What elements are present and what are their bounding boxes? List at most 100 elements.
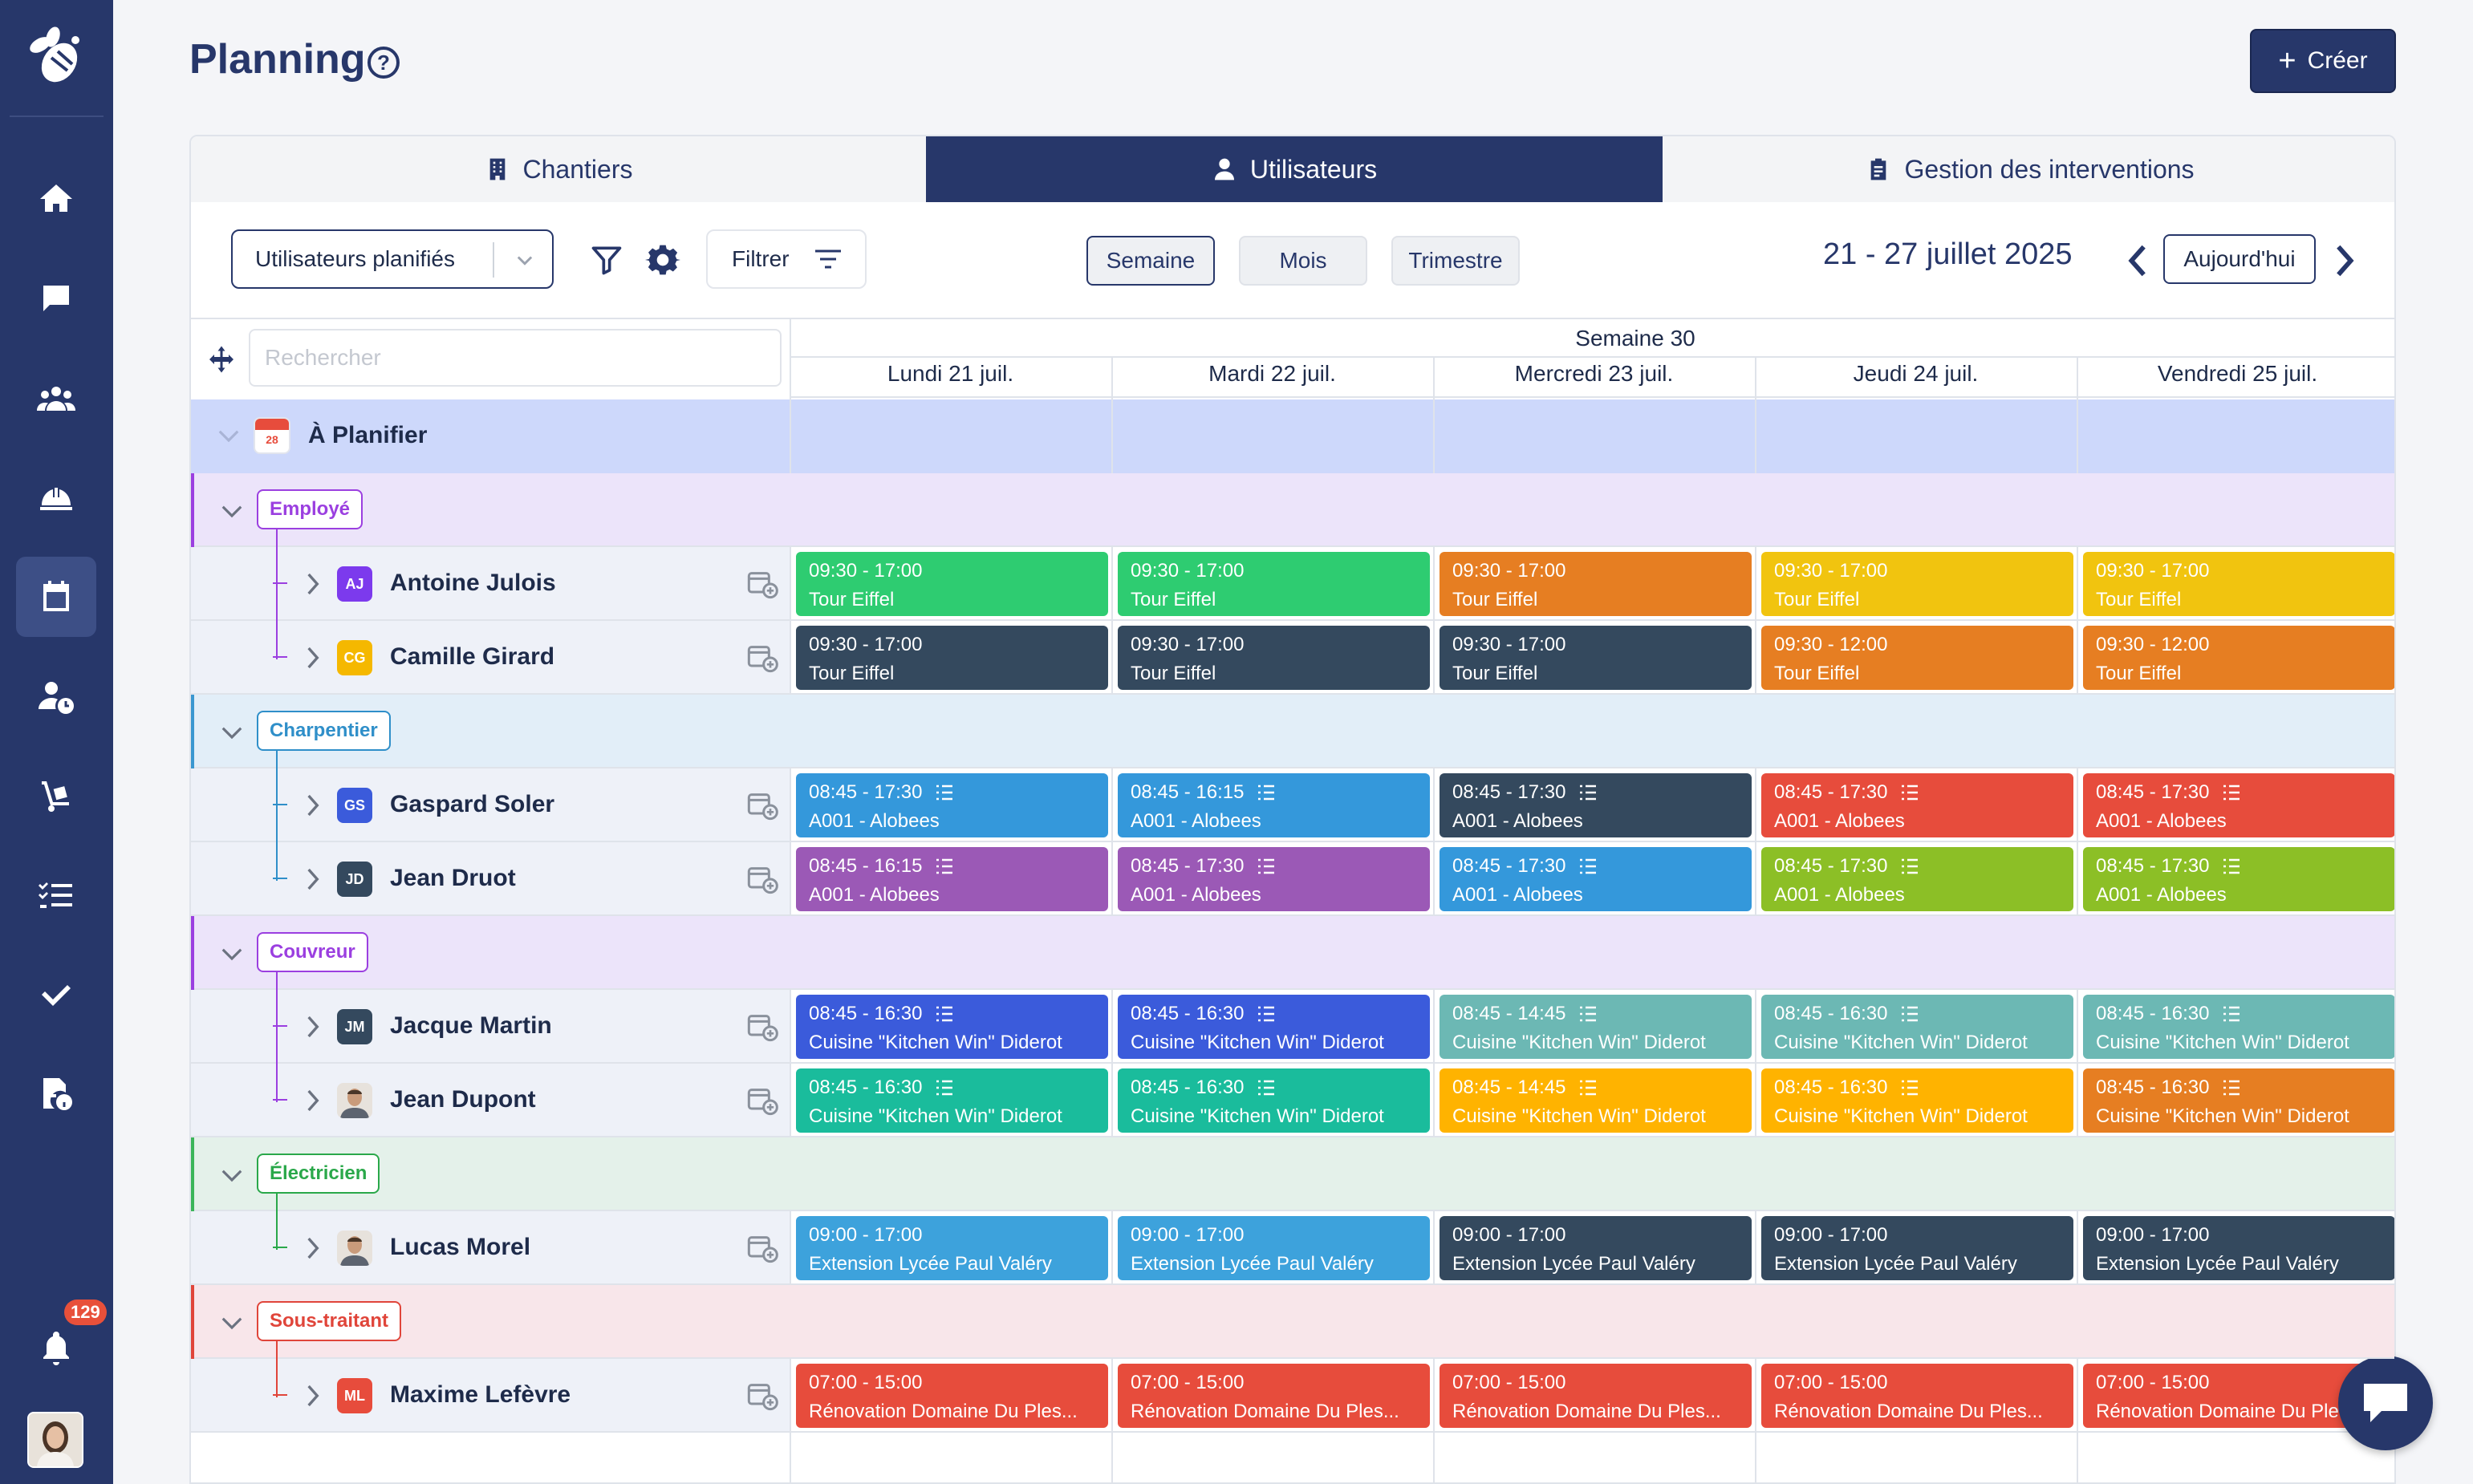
person-name[interactable]: Antoine Julois: [390, 570, 556, 596]
add-event-icon[interactable]: [746, 642, 778, 674]
planning-event[interactable]: 08:45 - 16:30 Cuisine "Kitchen Win" Dider…: [796, 995, 1108, 1059]
planning-event[interactable]: 09:00 - 17:00 Extension Lycée Paul Valéry: [1440, 1216, 1752, 1280]
planning-event[interactable]: 09:30 - 17:00 Tour Eiffel: [1118, 626, 1430, 690]
planning-event[interactable]: 09:30 - 12:00 Tour Eiffel: [1761, 626, 2073, 690]
planning-event[interactable]: 09:30 - 12:00 Tour Eiffel: [2083, 626, 2394, 690]
planning-event[interactable]: 08:45 - 16:30 Cuisine "Kitchen Win" Dider…: [2083, 995, 2394, 1059]
chevron-right-icon[interactable]: [303, 866, 323, 892]
nav-notifications[interactable]: [16, 1308, 96, 1388]
planning-event[interactable]: 08:45 - 16:30 Cuisine "Kitchen Win" Dider…: [1118, 995, 1430, 1059]
chevron-down-icon[interactable]: [217, 427, 241, 446]
planning-event[interactable]: 09:30 - 17:00 Tour Eiffel: [1440, 552, 1752, 616]
planning-event[interactable]: 09:00 - 17:00 Extension Lycée Paul Valéry: [2083, 1216, 2394, 1280]
chevron-right-icon[interactable]: [303, 1383, 323, 1409]
person-name[interactable]: Maxime Lefèvre: [390, 1381, 571, 1408]
planning-event[interactable]: 09:30 - 17:00 Tour Eiffel: [796, 626, 1108, 690]
planning-event[interactable]: 09:30 - 17:00 Tour Eiffel: [1440, 626, 1752, 690]
planning-event[interactable]: 09:30 - 17:00 Tour Eiffel: [1118, 552, 1430, 616]
tab-chantiers[interactable]: Chantiers: [191, 136, 926, 202]
planning-event[interactable]: 09:00 - 17:00 Extension Lycée Paul Valéry: [796, 1216, 1108, 1280]
filter-button[interactable]: Filtrer: [706, 229, 867, 289]
planning-event[interactable]: 08:45 - 17:30 A001 - Alobees: [2083, 773, 2394, 837]
chevron-right-icon[interactable]: [303, 571, 323, 597]
view-mois-button[interactable]: Mois: [1239, 236, 1367, 286]
app-logo-icon[interactable]: [22, 24, 90, 91]
chevron-down-icon[interactable]: [220, 1166, 244, 1186]
planning-event[interactable]: 07:00 - 15:00 Rénovation Domaine Du Ples.…: [1440, 1364, 1752, 1428]
planning-event[interactable]: 08:45 - 17:30 A001 - Alobees: [2083, 847, 2394, 911]
nav-planning[interactable]: [16, 557, 96, 637]
planning-event[interactable]: 08:45 - 16:30 Cuisine "Kitchen Win" Dider…: [1118, 1068, 1430, 1133]
nav-reports[interactable]: [16, 1054, 96, 1134]
add-event-icon[interactable]: [746, 1085, 778, 1117]
chevron-right-icon[interactable]: [303, 1235, 323, 1261]
view-trimestre-button[interactable]: Trimestre: [1391, 236, 1520, 286]
planning-event[interactable]: 08:45 - 14:45 Cuisine "Kitchen Win" Dider…: [1440, 1068, 1752, 1133]
nav-user-time[interactable]: [16, 656, 96, 736]
person-name[interactable]: Jean Dupont: [390, 1086, 536, 1113]
planning-event[interactable]: 09:30 - 17:00 Tour Eiffel: [2083, 552, 2394, 616]
user-avatar[interactable]: [27, 1412, 83, 1468]
planning-event[interactable]: 09:00 - 17:00 Extension Lycée Paul Valéry: [1761, 1216, 2073, 1280]
nav-team[interactable]: [16, 358, 96, 438]
nav-worksites[interactable]: [16, 457, 96, 537]
chevron-left-icon[interactable]: [2122, 241, 2154, 281]
tab-utilisateurs[interactable]: Utilisateurs: [926, 136, 1663, 202]
planning-event[interactable]: 08:45 - 14:45 Cuisine "Kitchen Win" Dider…: [1440, 995, 1752, 1059]
planning-event[interactable]: 08:45 - 17:30 A001 - Alobees: [1440, 773, 1752, 837]
chevron-right-icon[interactable]: [303, 1088, 323, 1113]
planning-event[interactable]: 08:45 - 16:30 Cuisine "Kitchen Win" Dider…: [1761, 995, 2073, 1059]
add-event-icon[interactable]: [746, 1380, 778, 1412]
create-button[interactable]: + Créer: [2250, 29, 2396, 93]
person-name[interactable]: Gaspard Soler: [390, 791, 555, 817]
today-button[interactable]: Aujourd'hui: [2163, 234, 2316, 284]
help-icon[interactable]: ?: [367, 47, 400, 79]
nav-messages[interactable]: [16, 258, 96, 339]
planning-event[interactable]: 08:45 - 17:30 A001 - Alobees: [1118, 847, 1430, 911]
chevron-down-icon[interactable]: [220, 502, 244, 521]
add-event-icon[interactable]: [746, 568, 778, 600]
nav-validation[interactable]: [16, 955, 96, 1035]
person-name[interactable]: Camille Girard: [390, 643, 555, 670]
chevron-down-icon[interactable]: [220, 1314, 244, 1333]
add-event-icon[interactable]: [746, 1232, 778, 1264]
funnel-icon[interactable]: [589, 242, 624, 278]
planning-event[interactable]: 08:45 - 16:30 Cuisine "Kitchen Win" Dider…: [796, 1068, 1108, 1133]
nav-home[interactable]: [16, 159, 96, 239]
person-name[interactable]: Jean Druot: [390, 865, 516, 891]
person-name[interactable]: Jacque Martin: [390, 1012, 552, 1039]
users-filter-select[interactable]: Utilisateurs planifiés: [231, 229, 554, 289]
gear-icon[interactable]: [645, 242, 680, 278]
search-input[interactable]: [249, 329, 782, 387]
planning-event[interactable]: 09:30 - 17:00 Tour Eiffel: [1761, 552, 2073, 616]
add-event-icon[interactable]: [746, 789, 778, 821]
chat-support-button[interactable]: [2338, 1356, 2433, 1450]
planning-event[interactable]: 07:00 - 15:00 Rénovation Domaine Du Ples.…: [1761, 1364, 2073, 1428]
chevron-right-icon[interactable]: [2329, 241, 2361, 281]
planning-event[interactable]: 08:45 - 16:15 A001 - Alobees: [796, 847, 1108, 911]
planning-event[interactable]: 08:45 - 16:30 Cuisine "Kitchen Win" Dider…: [1761, 1068, 2073, 1133]
chevron-right-icon[interactable]: [303, 793, 323, 818]
chevron-right-icon[interactable]: [303, 645, 323, 671]
planning-event[interactable]: 08:45 - 17:30 A001 - Alobees: [1440, 847, 1752, 911]
view-semaine-button[interactable]: Semaine: [1086, 236, 1215, 286]
planning-event[interactable]: 08:45 - 16:15 A001 - Alobees: [1118, 773, 1430, 837]
chevron-down-icon[interactable]: [220, 724, 244, 743]
planning-event[interactable]: 08:45 - 17:30 A001 - Alobees: [1761, 773, 2073, 837]
planning-event[interactable]: 07:00 - 15:00 Rénovation Domaine Du Ples.…: [796, 1364, 1108, 1428]
add-event-icon[interactable]: [746, 863, 778, 895]
planning-event[interactable]: 08:45 - 17:30 A001 - Alobees: [796, 773, 1108, 837]
person-name[interactable]: Lucas Morel: [390, 1234, 531, 1260]
chevron-right-icon[interactable]: [303, 1014, 323, 1040]
nav-equipment[interactable]: [16, 756, 96, 836]
move-arrows-icon[interactable]: [207, 345, 236, 374]
planning-event[interactable]: 08:45 - 16:30 Cuisine "Kitchen Win" Dider…: [2083, 1068, 2394, 1133]
planning-event[interactable]: 07:00 - 15:00 Rénovation Domaine Du Ples.…: [1118, 1364, 1430, 1428]
planning-event[interactable]: 09:00 - 17:00 Extension Lycée Paul Valéry: [1118, 1216, 1430, 1280]
planning-event[interactable]: 08:45 - 17:30 A001 - Alobees: [1761, 847, 2073, 911]
tab-gestion-interventions[interactable]: Gestion des interventions: [1663, 136, 2394, 202]
nav-tasks[interactable]: [16, 855, 96, 935]
planning-event[interactable]: 09:30 - 17:00 Tour Eiffel: [796, 552, 1108, 616]
add-event-icon[interactable]: [746, 1011, 778, 1043]
chevron-down-icon[interactable]: [220, 945, 244, 964]
